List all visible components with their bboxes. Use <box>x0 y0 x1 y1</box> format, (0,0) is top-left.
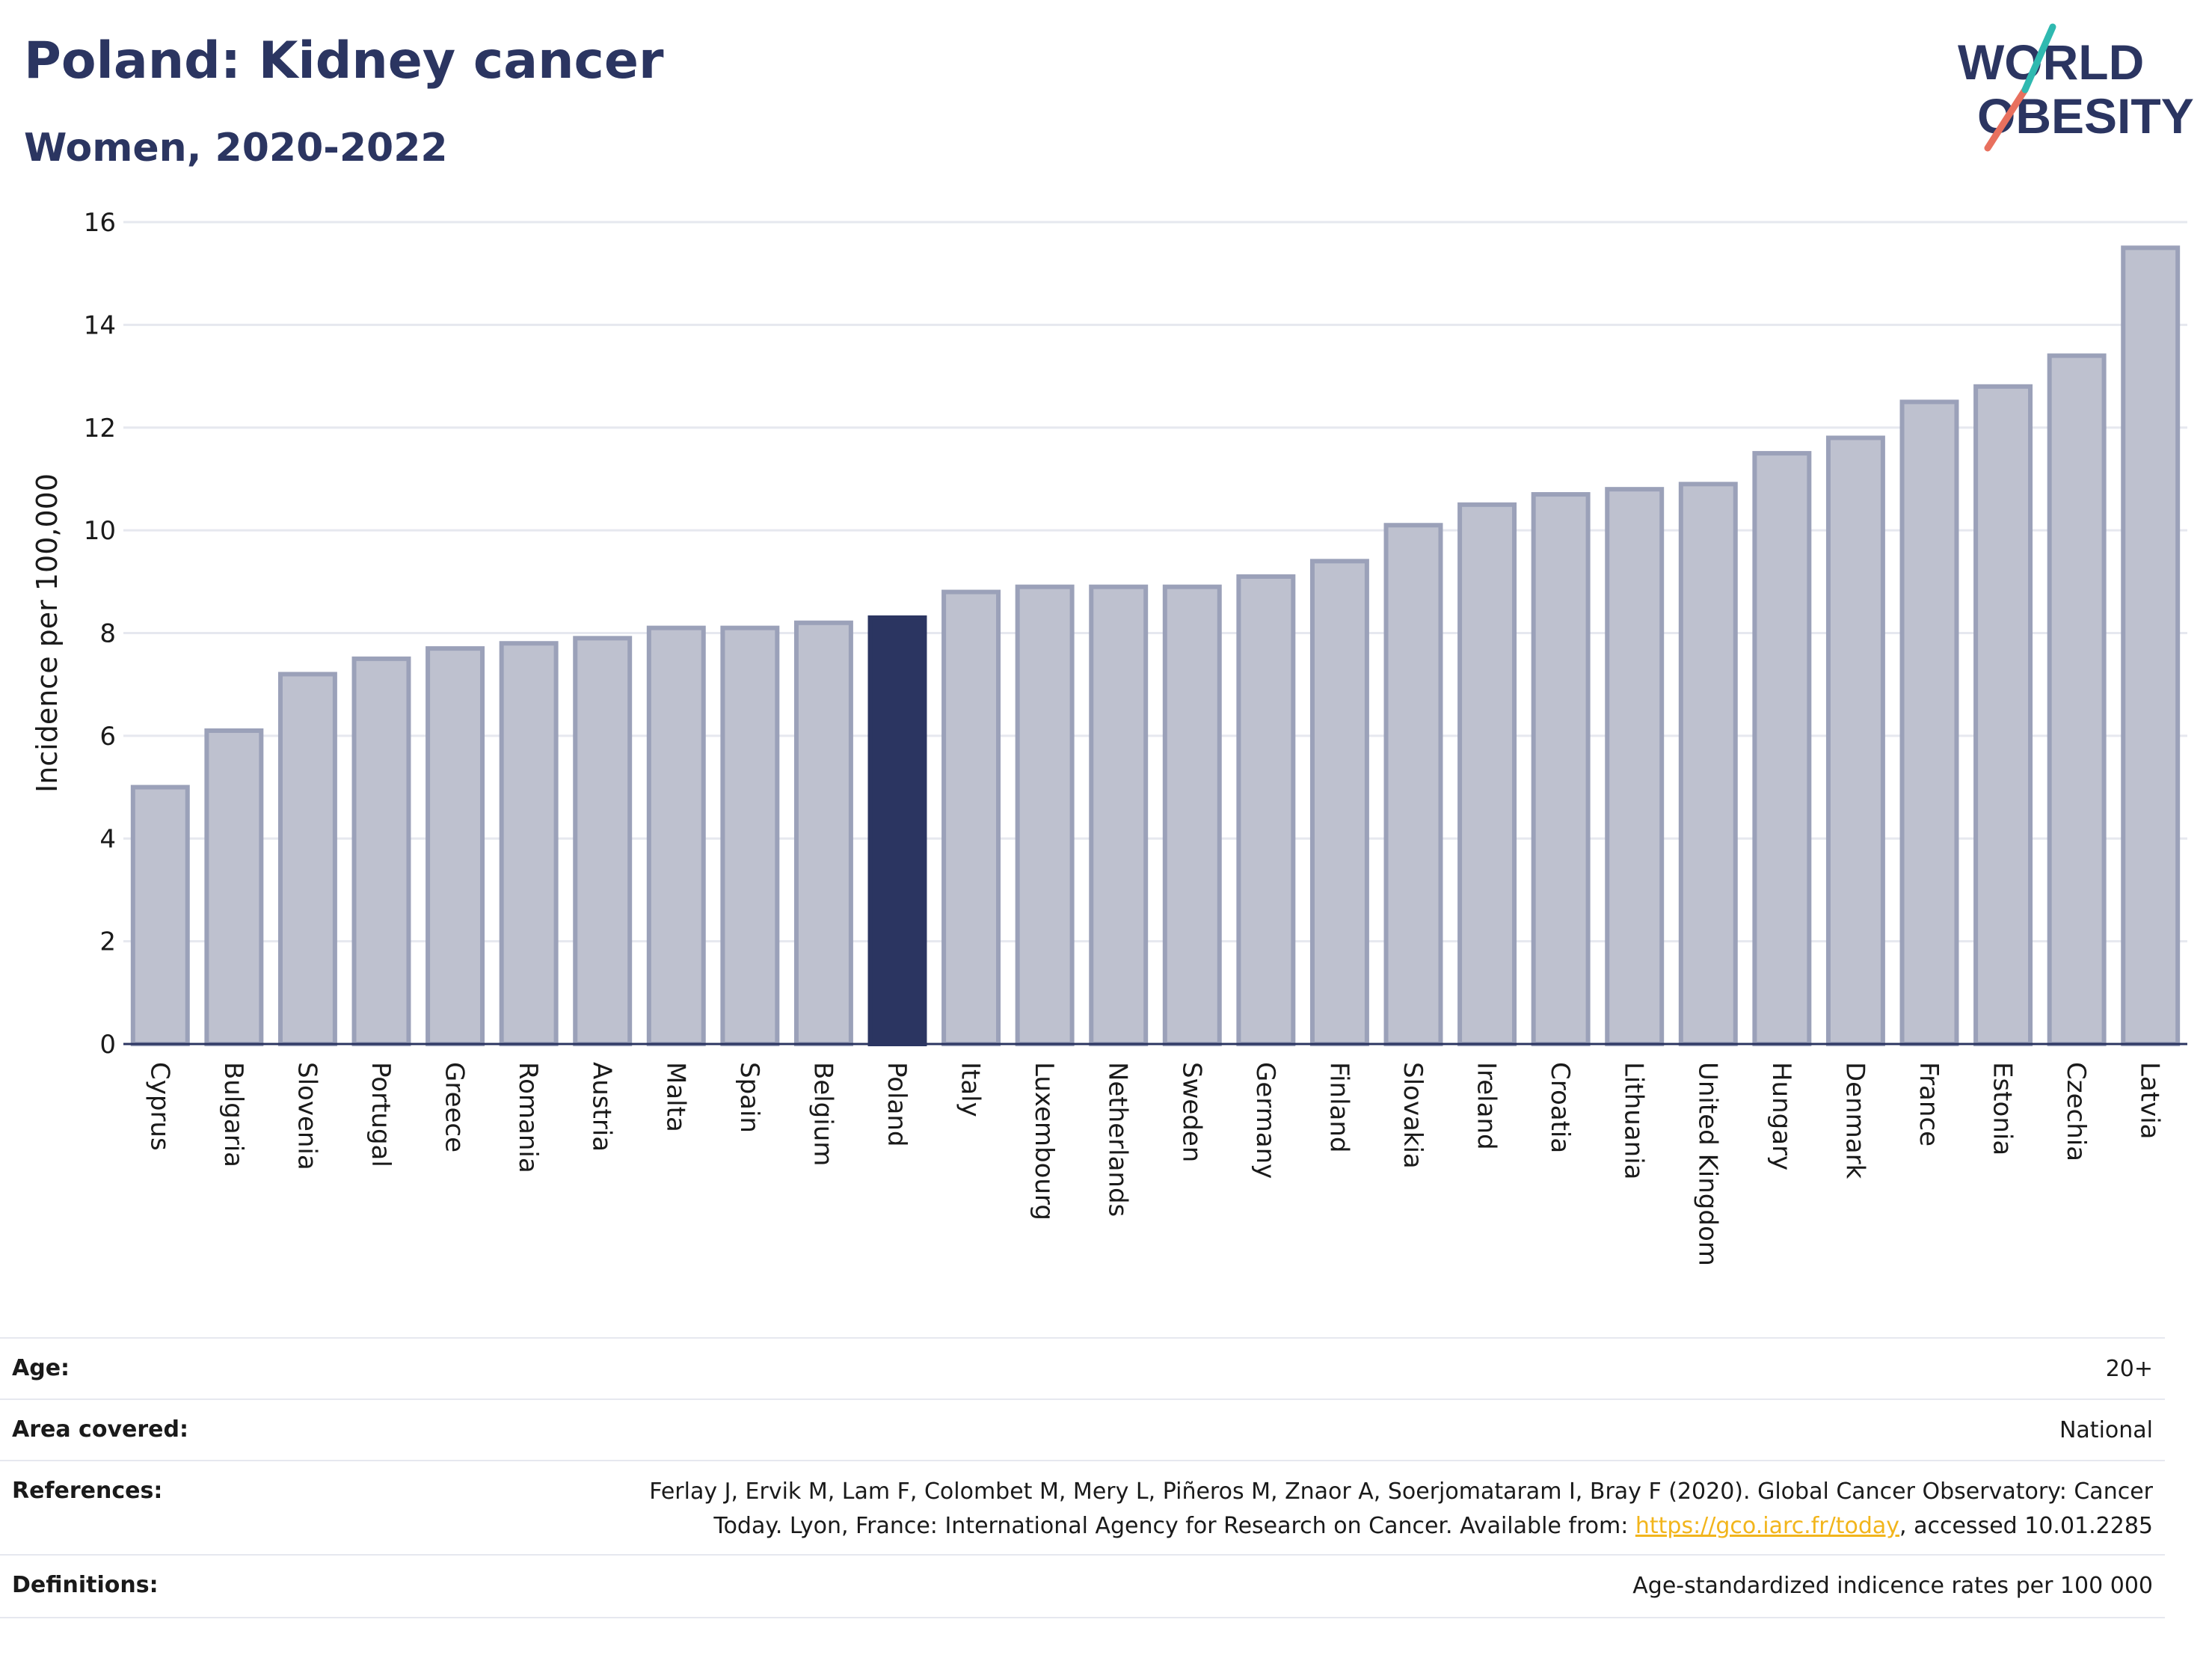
x-tick-label: Ireland <box>1472 1062 1502 1150</box>
y-tick-label: 4 <box>99 824 116 854</box>
x-tick-label: Cyprus <box>144 1062 174 1151</box>
x-tick-label: France <box>1914 1062 1944 1146</box>
meta-row-definitions: Definitions: Age-standardized indicence … <box>0 1554 2165 1618</box>
bar <box>720 625 780 1046</box>
page-subtitle: Women, 2020-2022 <box>24 126 448 171</box>
y-tick-label: 10 <box>84 516 116 546</box>
bar <box>1825 435 1885 1046</box>
x-tick-label: Belgium <box>808 1062 838 1166</box>
x-tick-label: United Kingdom <box>1692 1062 1722 1266</box>
x-tick-label: Hungary <box>1766 1062 1796 1170</box>
bar <box>1457 502 1517 1046</box>
bar <box>1752 451 1812 1046</box>
x-tick-label: Finland <box>1324 1062 1354 1153</box>
references-line-1: Ferlay J, Ervik M, Lam F, Colombet M, Me… <box>649 1479 2153 1505</box>
meta-row-references: References: Ferlay J, Ervik M, Lam F, Co… <box>0 1460 2165 1556</box>
age-label: Age: <box>12 1355 70 1381</box>
y-tick-label: 14 <box>84 310 116 340</box>
y-axis-label: Incidence per 100,000 <box>31 473 64 793</box>
bar <box>499 641 559 1046</box>
references-link[interactable]: https://gco.iarc.fr/today <box>1635 1513 1900 1539</box>
x-tick-label: Lithuania <box>1619 1062 1649 1179</box>
bar <box>1383 523 1443 1046</box>
bar <box>277 672 337 1046</box>
page-title: Poland: Kidney cancer <box>24 31 664 90</box>
y-tick-label: 8 <box>99 619 116 649</box>
bar <box>1236 574 1296 1046</box>
area-value: National <box>2059 1417 2153 1443</box>
definitions-label: Definitions: <box>12 1572 159 1598</box>
bar <box>2121 245 2181 1046</box>
y-tick-label: 12 <box>84 414 116 443</box>
y-tick-label: 0 <box>99 1030 116 1060</box>
definitions-value: Age-standardized indicence rates per 100… <box>1632 1573 2153 1599</box>
bar <box>1531 492 1591 1046</box>
bar <box>1015 584 1075 1046</box>
x-tick-label: Slovenia <box>292 1062 322 1170</box>
x-tick-label: Bulgaria <box>218 1062 248 1167</box>
bar <box>2047 353 2107 1046</box>
bar <box>1899 399 1959 1046</box>
bar-highlight <box>867 615 927 1046</box>
bar <box>1309 559 1369 1046</box>
bar <box>1678 482 1738 1046</box>
x-tick-label: Malta <box>660 1062 690 1132</box>
meta-row-area: Area covered: National <box>0 1398 2165 1461</box>
x-tick-label: Latvia <box>2135 1062 2165 1140</box>
bar <box>1162 584 1222 1046</box>
x-tick-label: Netherlands <box>1103 1062 1133 1217</box>
bar <box>425 646 485 1046</box>
meta-row-age: Age: 20+ <box>0 1337 2165 1400</box>
x-tick-label: Romania <box>513 1062 543 1173</box>
x-tick-label: Poland <box>882 1062 912 1147</box>
x-tick-label: Greece <box>440 1062 470 1152</box>
x-tick-label: Italy <box>956 1062 986 1117</box>
y-tick-label: 16 <box>84 208 116 238</box>
bar <box>573 636 633 1046</box>
bar <box>1605 487 1665 1046</box>
x-tick-label: Sweden <box>1176 1062 1206 1162</box>
x-tick-label: Czechia <box>2061 1062 2091 1161</box>
x-tick-label: Luxembourg <box>1029 1062 1059 1220</box>
age-value: 20+ <box>2105 1356 2153 1382</box>
bar <box>351 656 411 1046</box>
svg-text:OBESITY: OBESITY <box>1977 88 2194 144</box>
references-line-2: Today. Lyon, France: International Agenc… <box>649 1509 2153 1544</box>
references-line-2-text: Today. Lyon, France: International Agenc… <box>713 1513 1635 1539</box>
x-tick-label: Portugal <box>366 1062 396 1167</box>
x-tick-label: Slovakia <box>1398 1062 1428 1169</box>
x-tick-label: Germany <box>1250 1062 1280 1179</box>
bar <box>1973 384 2033 1046</box>
bar <box>793 620 853 1046</box>
references-value: Ferlay J, Ervik M, Lam F, Colombet M, Me… <box>649 1475 2153 1544</box>
references-label: References: <box>12 1478 163 1504</box>
y-tick-label: 2 <box>99 927 116 957</box>
x-tick-label: Denmark <box>1840 1062 1870 1179</box>
x-tick-label: Croatia <box>1545 1062 1575 1153</box>
world-obesity-logo: WORLD OBESITY <box>1958 23 2194 152</box>
bar <box>941 589 1001 1046</box>
bar <box>1089 584 1149 1046</box>
y-tick-label: 6 <box>99 722 116 752</box>
bar-chart: 0 2 4 6 8 10 12 14 16 Cyprus Bulgaria Slovenia Port… <box>31 208 2187 1266</box>
x-tick-label: Spain <box>734 1062 764 1133</box>
svg-text:WORLD: WORLD <box>1958 34 2144 90</box>
x-tick-label: Austria <box>587 1062 617 1152</box>
area-label: Area covered: <box>12 1416 188 1443</box>
x-tick-label: Estonia <box>1988 1062 2018 1155</box>
bar <box>646 625 706 1046</box>
bar <box>130 784 190 1046</box>
references-line-2-end: , accessed 10.01.2285 <box>1899 1513 2153 1539</box>
bar <box>204 728 264 1046</box>
